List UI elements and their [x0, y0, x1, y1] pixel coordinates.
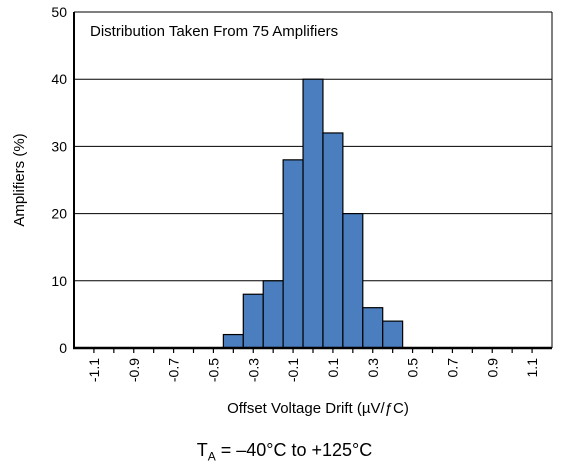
- y-tick-label: 0: [59, 340, 67, 356]
- y-tick-labels: 0 10 20 30 40 50: [51, 4, 67, 356]
- histogram-bar: [262, 280, 284, 349]
- histogram-bar: [362, 307, 384, 349]
- x-tick-label: 0.3: [365, 358, 381, 378]
- y-tick-label: 10: [51, 273, 67, 289]
- x-tick-labels: -1.1 -0.9 -0.7 -0.5 -0.3 -0.1 0.1 0.3 0.5 0.7 0.9 1…: [86, 358, 540, 382]
- x-tick-label: -0.9: [126, 358, 142, 382]
- x-tick-label: -1.1: [86, 358, 102, 382]
- histogram-bar: [382, 320, 404, 349]
- histogram-bar: [222, 333, 244, 349]
- histogram-bar: [242, 293, 264, 349]
- x-axis-label: Offset Voltage Drift (µV/ƒC): [227, 400, 409, 417]
- x-tick-label: -0.1: [285, 358, 301, 382]
- x-tick-label: -0.7: [166, 358, 182, 382]
- x-tick-label: -0.5: [205, 358, 221, 382]
- x-tick-label: 0.7: [444, 358, 460, 378]
- condition-prefix: T: [196, 440, 208, 460]
- axes: [73, 11, 553, 353]
- histogram-bar: [302, 78, 324, 349]
- y-tick-label: 50: [51, 4, 67, 20]
- x-tick-label: 0.5: [405, 358, 421, 378]
- condition-suffix: = –40°C to +125°C: [215, 440, 373, 460]
- chart-annotation: Distribution Taken From 75 Amplifiers: [90, 23, 338, 40]
- histogram-bar: [282, 159, 304, 349]
- y-tick-label: 30: [51, 138, 67, 154]
- x-tick-label: -0.3: [245, 358, 261, 382]
- test-condition: TA = –40°C to +125°C: [0, 440, 569, 464]
- y-tick-label: 20: [51, 206, 67, 222]
- x-tick-label: 1.1: [524, 358, 540, 378]
- histogram-chart: 0 10 20 30 40 50 -1.1 -0.9 -0.7 -0.5 -0.3 -0.1 0.1 0…: [11, 4, 553, 417]
- condition-subscript: A: [207, 449, 216, 464]
- y-tick-label: 40: [51, 71, 67, 87]
- y-axis-label: Amplifiers (%): [11, 133, 28, 226]
- x-tick-label: 0.1: [325, 358, 341, 378]
- histogram-bar: [322, 132, 344, 349]
- histogram-bar: [342, 213, 364, 349]
- x-tick-label: 0.9: [484, 358, 500, 378]
